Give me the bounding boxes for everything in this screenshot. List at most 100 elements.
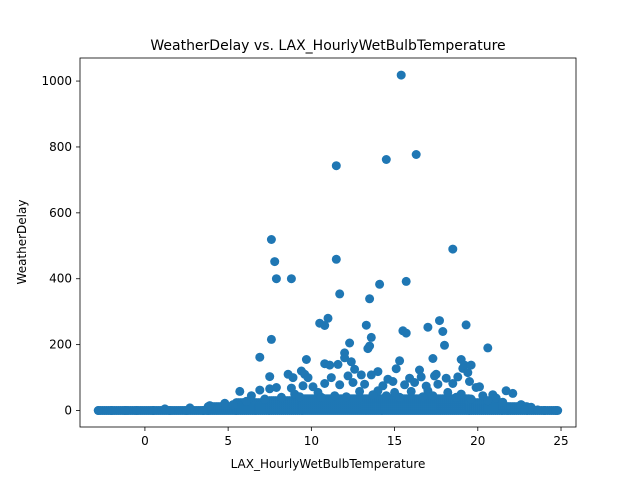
data-point [93,406,103,415]
data-point [301,355,311,364]
data-point [443,387,453,397]
data-point [396,70,406,80]
data-point [355,386,365,396]
data-point [260,394,270,404]
data-points-layer [93,70,561,415]
data-point [265,384,275,394]
chart-title: WeatherDelay vs. LAX_HourlyWetBulbTemper… [150,38,505,54]
data-point [266,334,276,344]
data-point [266,235,276,244]
data-point [330,391,340,401]
data-point [391,364,401,374]
data-point [430,371,439,381]
data-point [320,379,330,388]
data-point [271,274,281,284]
data-point [288,373,298,383]
x-axis-ticks: 0 5 10 15 20 25 [141,427,569,448]
data-point [346,357,356,367]
data-point [361,320,371,330]
data-point [461,320,471,330]
data-point [466,360,476,370]
data-point [498,397,508,407]
data-point [451,392,461,402]
data-point [533,405,543,415]
data-point [428,354,438,363]
data-point [331,161,341,171]
plot-area [80,58,576,427]
data-point [356,370,366,380]
data-point [276,392,286,402]
data-point [466,394,476,404]
data-point [411,150,421,159]
data-point [241,396,251,406]
data-point [401,328,411,338]
data-point [350,364,360,374]
data-point [182,406,191,415]
data-point [381,155,391,164]
data-point [270,257,280,267]
data-point [165,406,175,415]
x-tick-label: 25 [553,434,568,448]
data-point [406,386,416,396]
data-point [416,372,426,382]
data-point [255,385,265,395]
data-point [415,365,424,375]
data-point [483,396,493,406]
data-point [205,401,215,411]
x-tick-label: 15 [387,434,402,448]
data-point [519,405,529,414]
data-point [539,406,549,415]
x-axis-label: LAX_HourlyWetBulbTemperature [231,457,426,471]
data-point [410,378,420,387]
data-point [265,372,275,382]
y-tick-label: 1000 [41,74,72,88]
data-point [440,340,449,350]
data-point [148,406,158,415]
data-point [335,380,345,390]
data-point [220,398,230,408]
data-point [360,379,370,389]
data-point [483,343,493,353]
y-tick-label: 0 [64,404,72,418]
data-point [471,383,481,392]
data-point [198,406,208,415]
y-tick-label: 600 [49,206,72,220]
data-point [343,371,353,381]
data-point [316,392,326,402]
data-point [401,276,411,286]
data-point [448,244,458,254]
data-point [303,373,313,383]
data-point [341,392,351,402]
data-point [491,393,501,403]
data-point [395,392,405,402]
y-tick-label: 400 [49,272,72,286]
y-axis-label: WeatherDelay [15,200,29,285]
data-point [395,356,405,366]
data-point [368,390,378,400]
data-point [295,392,305,402]
data-point [298,381,308,391]
data-point [465,377,474,386]
y-axis-ticks: 0 200 400 600 800 1000 [41,74,80,418]
data-point [107,406,117,415]
data-point [428,391,438,401]
data-point [323,313,333,323]
data-point [435,316,444,326]
data-point [448,379,458,388]
data-point [333,359,343,369]
data-point [438,327,448,336]
data-point [228,400,238,410]
data-point [348,378,358,387]
data-point [463,368,473,378]
data-point [381,391,391,401]
x-tick-label: 10 [304,434,319,448]
data-point [365,294,375,304]
data-point [320,321,330,330]
data-point [345,338,355,348]
data-point [366,370,376,380]
data-point [388,377,398,386]
data-point [508,388,518,398]
x-tick-label: 20 [470,434,485,448]
data-point [375,279,385,289]
